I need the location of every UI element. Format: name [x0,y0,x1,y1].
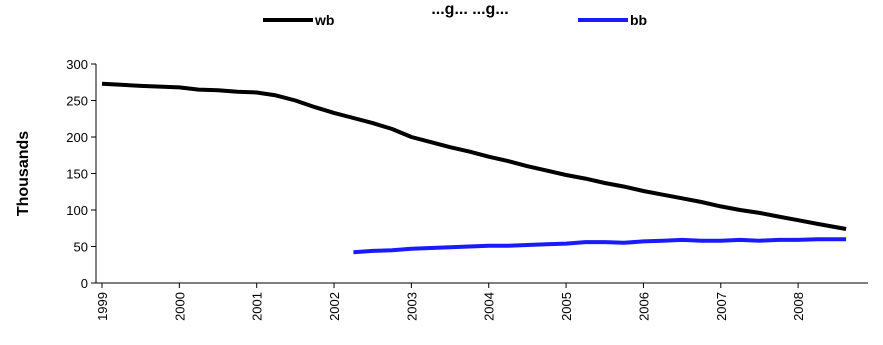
series-line-wb [101,81,847,231]
x-tick-label: 2005 [559,292,574,321]
x-tick-label: 2004 [482,292,497,321]
series-layer [101,81,847,255]
x-tick-label: 2003 [404,292,419,321]
legend: wb bb [263,12,647,28]
y-tick-label: 0 [81,276,88,291]
legend-label-wb: wb [314,12,334,28]
y-tick-label: 50 [74,240,88,255]
y-tick-label: 200 [66,130,88,145]
x-tick-label: 2002 [327,292,342,321]
y-tick-label: 150 [66,167,88,182]
x-tick-label: 1999 [95,292,110,321]
legend-label-bb: bb [630,12,647,28]
chart-title: ...g... ...g... [431,1,508,18]
y-axis: 0 50 100 150 200 250 300 [66,57,97,291]
y-tick-label: 100 [66,203,88,218]
x-axis: 1999 2000 2001 2002 2003 2004 2005 2006 2007 2008 [95,282,868,321]
x-tick-label: 2007 [714,292,729,321]
y-tick-label: 300 [66,57,88,72]
x-tick-label: 2001 [250,292,265,321]
y-tick-label: 250 [66,94,88,109]
x-tick-label: 2000 [172,292,187,321]
series-line-bb [353,237,847,255]
x-tick-label: 2006 [636,292,651,321]
y-axis-label: Thousands [15,131,32,216]
x-tick-label: 2008 [791,292,806,321]
